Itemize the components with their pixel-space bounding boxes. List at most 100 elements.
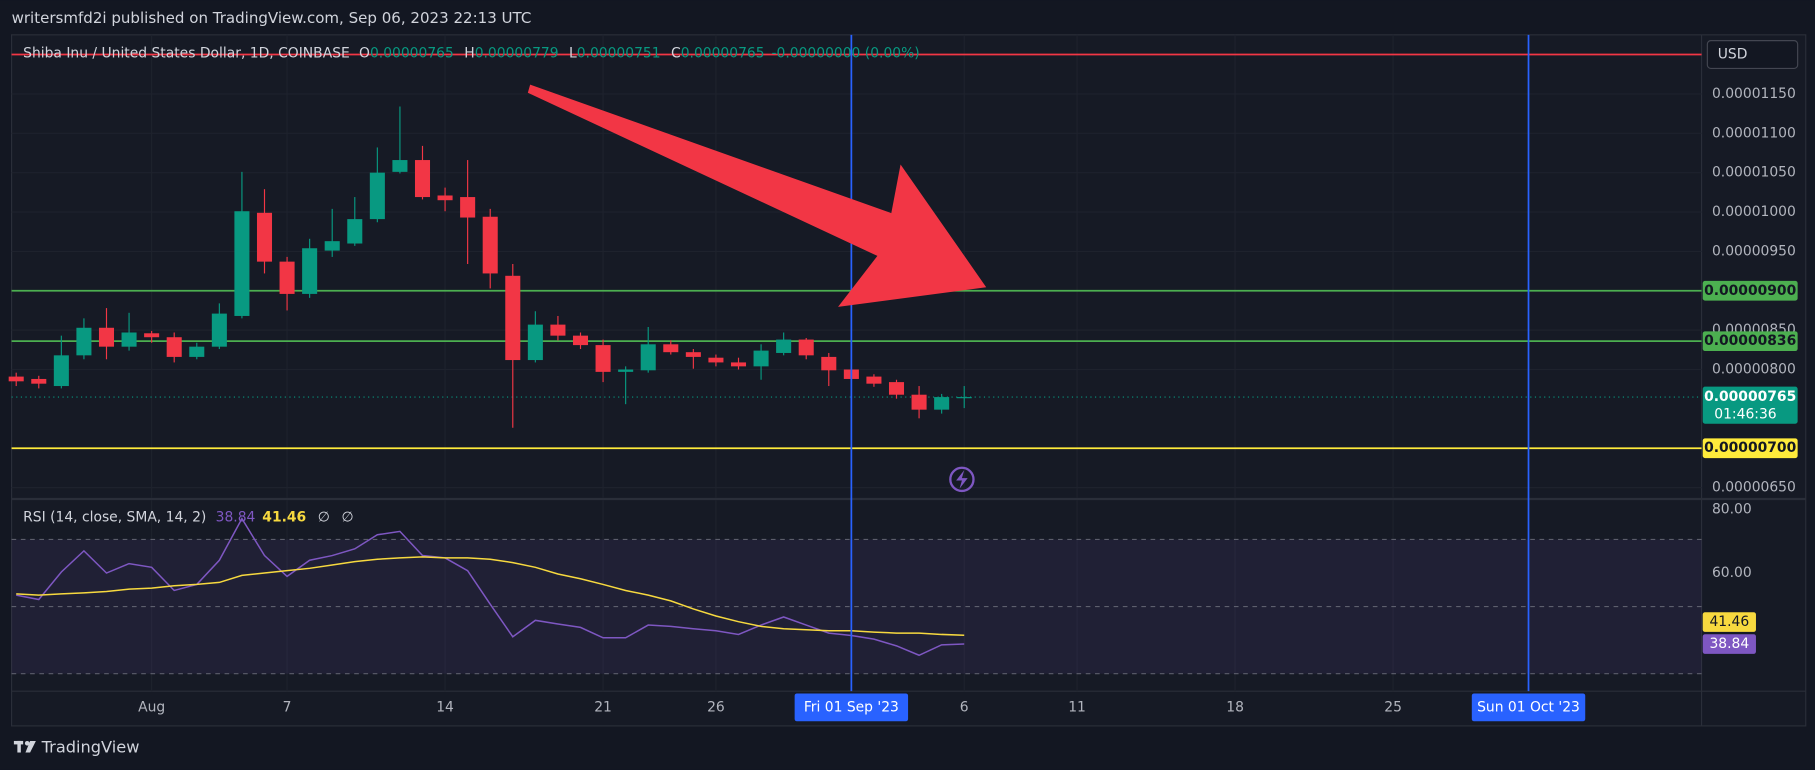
candle-body — [821, 356, 837, 371]
candle-body — [776, 339, 792, 353]
alert-icon[interactable] — [949, 466, 975, 493]
currency-box[interactable] — [1706, 40, 1799, 69]
y-tick-label: 0.00000650 — [1712, 480, 1796, 496]
candle-body — [98, 327, 115, 347]
candle-body — [866, 376, 882, 384]
x-tick-label: 26 — [707, 699, 725, 715]
x-tick-label: 14 — [436, 699, 454, 715]
candle-body — [595, 345, 611, 372]
legend-key: O — [359, 45, 370, 61]
candle-body — [8, 376, 24, 382]
price-pill — [1702, 331, 1798, 351]
y-tick-label: 80.00 — [1712, 501, 1752, 517]
y-tick-label: 60.00 — [1712, 565, 1752, 581]
legend: Shiba Inu / United States Dollar, 1D, CO… — [23, 45, 920, 61]
candle-body — [189, 346, 205, 357]
candle-body — [211, 313, 227, 347]
rsi-pill-label: 38.84 — [1709, 636, 1749, 652]
rsi-title: RSI (14, close, SMA, 14, 2) — [23, 510, 206, 526]
candle-body — [392, 160, 408, 172]
x-tick-label: 7 — [283, 699, 292, 715]
x-tick-label: 21 — [594, 699, 612, 715]
candle-body — [618, 369, 634, 372]
candle-body — [234, 211, 250, 316]
candle-body — [76, 327, 92, 356]
candle-body — [753, 350, 769, 367]
y-tick-label: 0.00001000 — [1712, 204, 1796, 220]
y-tick-label: 0.00000800 — [1712, 362, 1796, 378]
arrow — [527, 84, 987, 307]
x-tick-label: 6 — [960, 699, 969, 715]
last-price-pill — [1702, 386, 1798, 424]
rsi-value: 38.84 — [216, 510, 256, 526]
time-label: Fri 01 Sep '23 — [804, 699, 899, 715]
y-tick-label: 0.00001050 — [1712, 165, 1796, 181]
legend-value: 0.00000751 — [577, 45, 661, 61]
rsi-extra: ∅ — [341, 510, 353, 526]
rsi-sma-value: 41.46 — [262, 510, 306, 526]
candle-body — [663, 344, 679, 353]
currency: USD — [1718, 47, 1748, 63]
legend-value: 0.00000779 — [475, 45, 559, 61]
candle-body — [437, 195, 453, 201]
candle-body — [730, 362, 747, 367]
x-tick-label: 25 — [1384, 699, 1402, 715]
candle-body — [685, 352, 701, 357]
candle-body — [302, 248, 318, 294]
candle-body — [911, 394, 927, 410]
candle-body — [347, 219, 363, 244]
legend-change: -0.00000000 (0.00%) — [772, 45, 920, 61]
candle-body — [414, 160, 431, 198]
time-label: Sun 01 Oct '23 — [1477, 699, 1580, 715]
candle-body — [144, 333, 160, 338]
x-tick-label: 18 — [1226, 699, 1244, 715]
candle-body — [460, 197, 476, 218]
price-pill — [1702, 280, 1798, 301]
candle-body — [482, 216, 498, 274]
legend-value: 0.00000765 — [681, 45, 765, 61]
candle-body — [888, 382, 905, 395]
candle-body — [708, 357, 724, 363]
y-tick-label: 0.00001100 — [1712, 125, 1796, 141]
candle-body — [934, 397, 950, 410]
candle-body — [572, 335, 589, 346]
candle-body — [53, 355, 69, 387]
x-tick-label: Aug — [138, 699, 165, 715]
rsi-line — [16, 556, 965, 636]
annotations — [527, 84, 987, 493]
legend-key: L — [569, 45, 577, 61]
legend-key: H — [464, 45, 474, 61]
candle-body — [369, 172, 385, 220]
chart-frame — [10, 34, 1807, 727]
y-tick-label: 0.00001150 — [1712, 86, 1796, 102]
time-label-box — [1471, 693, 1586, 722]
candle-body — [166, 337, 182, 357]
candle-body — [798, 339, 814, 356]
price-pill-label: 0.00000836 — [1704, 333, 1796, 349]
legend-key: C — [671, 45, 681, 61]
alert-bolt — [956, 470, 968, 489]
rsi-line — [16, 517, 965, 657]
x-tick-label: 11 — [1068, 699, 1086, 715]
y-tick-label: 0.00000950 — [1712, 243, 1796, 259]
candle-body — [640, 344, 656, 371]
candle-body — [550, 324, 566, 336]
rsi-extra: ∅ — [318, 510, 330, 526]
rsi-pill — [1702, 634, 1756, 654]
candle-body — [956, 397, 972, 399]
rsi-pill-label: 41.46 — [1709, 614, 1749, 630]
price-pill — [1702, 438, 1798, 459]
rsi-legend: RSI (14, close, SMA, 14, 2) 38.84 41.46 ∅ ∅ — [23, 510, 353, 526]
legend-value: 0.00000765 — [370, 45, 454, 61]
candle-body — [279, 261, 295, 294]
candle-body — [31, 378, 47, 384]
rsi-pill — [1702, 612, 1756, 632]
price-pill-label: 0.00000900 — [1704, 283, 1796, 299]
last-price-label: 0.00000765 — [1704, 389, 1796, 405]
candle-body — [256, 212, 273, 262]
candle-body — [527, 324, 543, 361]
candle-body — [121, 332, 137, 347]
price-pill-label: 0.00000700 — [1704, 440, 1796, 456]
